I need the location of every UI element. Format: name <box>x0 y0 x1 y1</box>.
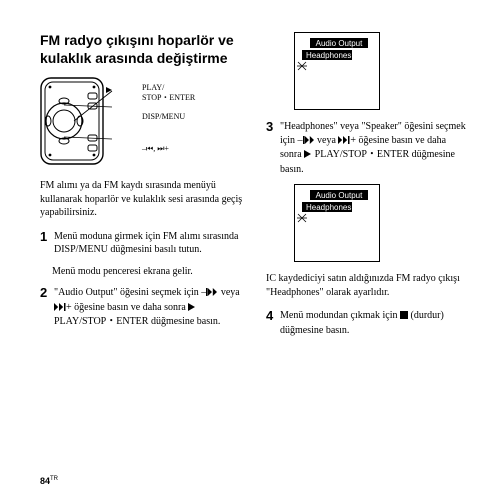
play-icon <box>304 149 312 163</box>
device-figure: PLAY/ STOP・ENTER DISP/MENU –⏮, ⏭+ <box>40 77 244 165</box>
step-1-sub: Menü modu penceresi ekrana gelir. <box>52 265 244 279</box>
screen-preview-2: Audio Output Headphones <box>294 184 380 262</box>
step-number: 1 <box>40 230 50 243</box>
svg-text:Headphones: Headphones <box>306 203 351 212</box>
step-number: 2 <box>40 286 50 299</box>
intro-text: FM alımı ya da FM kaydı sırasında menüyü… <box>40 179 244 220</box>
play-icon <box>188 302 196 316</box>
page-title: FM radyo çıkışını hoparlör ve kulaklık a… <box>40 32 244 67</box>
step-body: "Headphones" veya "Speaker" öğesini seçm… <box>280 120 470 176</box>
step-1: 1 Menü moduna girmek için FM alımı sıras… <box>40 230 244 257</box>
step-2: 2 "Audio Output" öğesini seçmek için – v… <box>40 286 244 329</box>
step-4: 4 Menü modundan çıkmak için (durdur) düğ… <box>266 309 470 337</box>
label-seek: –⏮, ⏭+ <box>142 144 195 154</box>
prev-track-icon <box>303 135 315 149</box>
svg-text:Headphones: Headphones <box>306 51 351 60</box>
page-number: 84TR <box>40 476 58 486</box>
screen-preview-1: Audio Output Headphones <box>294 32 380 110</box>
svg-text:Audio Output: Audio Output <box>316 191 363 200</box>
svg-text:Audio Output: Audio Output <box>316 39 363 48</box>
step-body: Menü modundan çıkmak için (durdur) düğme… <box>280 309 470 337</box>
step-3: 3 "Headphones" veya "Speaker" öğesini se… <box>266 120 470 176</box>
next-track-icon <box>54 302 66 316</box>
prev-track-icon <box>206 287 218 301</box>
step-body: Menü moduna girmek için FM alımı sırasın… <box>54 230 244 257</box>
label-play: PLAY/ STOP・ENTER <box>142 83 195 104</box>
device-diagram <box>40 77 136 165</box>
purchase-note: IC kaydediciyi satın aldığınızda FM rady… <box>266 272 470 299</box>
next-track-icon <box>338 135 350 149</box>
stop-icon <box>400 310 408 324</box>
step-number: 4 <box>266 309 276 322</box>
step-body: "Audio Output" öğesini seçmek için – vey… <box>54 286 244 329</box>
label-disp: DISP/MENU <box>142 112 195 122</box>
step-number: 3 <box>266 120 276 133</box>
